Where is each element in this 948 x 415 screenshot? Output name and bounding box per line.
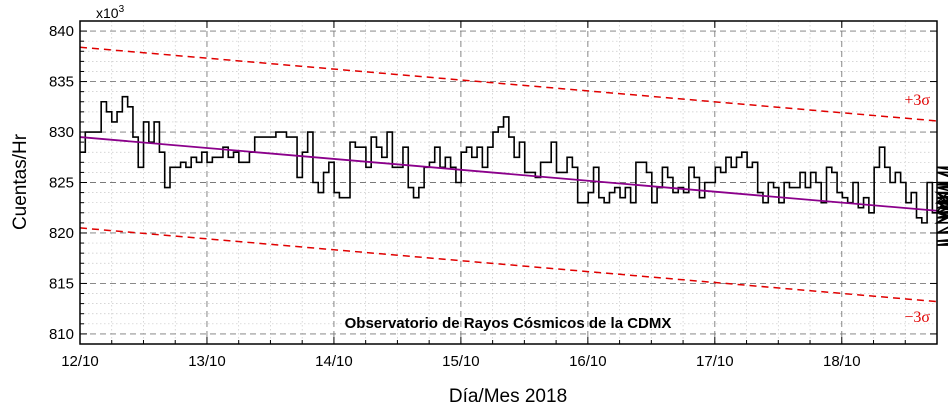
x-tick-label: 16/10 [569,353,607,370]
series-hourly-counts [80,95,948,246]
x-tick-label: 17/10 [696,353,734,370]
y-tick-label: 835 [49,74,74,91]
x-axis-title: Día/Mes 2018 [449,386,567,407]
y-multiplier: x103 [96,4,125,21]
series-trend-line [79,136,938,212]
x-tick-label: 18/10 [823,353,861,370]
y-axis-title: Cuentas/Hr [10,133,31,230]
sigma-minus-label: −3σ [904,309,930,326]
ticks [79,20,937,345]
chart-title: Observatorio de Rayos Cósmicos de la CDM… [345,315,672,332]
series-plus-3sigma [79,46,938,122]
y-tick-label: 830 [49,124,74,141]
sigma-plus-label: +3σ [904,92,930,109]
x-tick-label: 14/10 [315,353,353,370]
series-minus-3sigma [79,227,938,303]
major-grid [80,21,937,344]
x-tick-label: 12/10 [61,353,99,370]
tick-labels: 12/10 13/10 14/10 15/10 16/10 17/10 18/10 810 81… [49,23,861,370]
series-layer [79,46,948,303]
minor-grid [80,20,938,345]
y-tick-label: 825 [49,175,74,192]
y-tick-label: 840 [49,23,74,40]
x-tick-label: 13/10 [188,353,226,370]
y-tick-label: 820 [49,225,74,242]
x-tick-label: 15/10 [442,353,480,370]
y-tick-label: 810 [49,326,74,343]
y-tick-label: 815 [49,275,74,292]
plot-frame [79,20,938,345]
